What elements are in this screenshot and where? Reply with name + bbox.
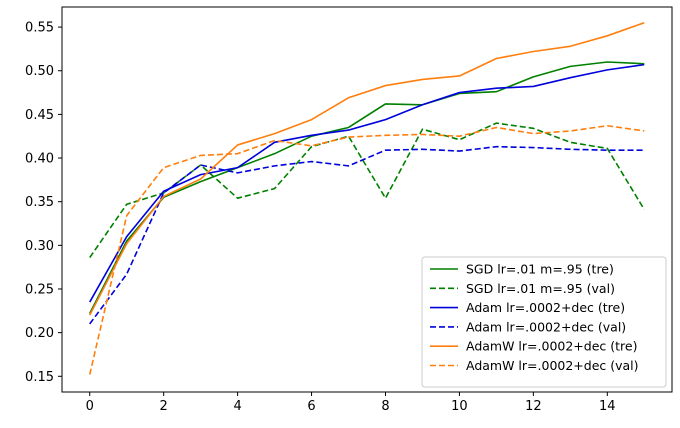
legend-label-3: Adam lr=.0002+dec (val) (466, 319, 626, 334)
y-tick-label: 0.35 (25, 195, 54, 210)
y-tick-label: 0.25 (25, 282, 54, 297)
legend-label-2: Adam lr=.0002+dec (tre) (466, 300, 625, 315)
x-tick-label: 0 (86, 399, 94, 414)
y-tick-label: 0.15 (25, 370, 54, 385)
y-tick-label: 0.40 (25, 152, 54, 167)
series-lines (88, 21, 645, 375)
y-tick-label: 0.50 (25, 64, 54, 79)
y-axis: 0.15 0.20 0.25 0.30 0.35 0.40 0.45 0.50 0.55 (25, 21, 62, 385)
x-tick-label: 8 (381, 399, 389, 414)
y-tick-label: 0.30 (25, 239, 54, 254)
x-tick-label: 10 (451, 399, 468, 414)
y-tick-label: 0.20 (25, 326, 54, 341)
series-line-4 (89, 21, 645, 316)
legend-label-0: SGD lr=.01 m=.95 (tre) (466, 262, 614, 277)
series-line-3 (89, 145, 645, 325)
legend: SGD lr=.01 m=.95 (tre) SGD lr=.01 m=.95 (… (421, 256, 667, 388)
x-tick-label: 2 (160, 399, 168, 414)
x-tick-label: 14 (599, 399, 616, 414)
series-line-1 (89, 122, 645, 259)
legend-label-4: AdamW lr=.0002+dec (tre) (466, 339, 637, 354)
legend-label-1: SGD lr=.01 m=.95 (val) (466, 281, 615, 296)
series-line-2 (89, 63, 645, 303)
x-tick-label: 6 (307, 399, 315, 414)
series-line-0 (89, 61, 645, 314)
series-line-5 (88, 124, 645, 375)
y-tick-label: 0.45 (25, 108, 54, 123)
y-tick-label: 0.55 (25, 21, 54, 36)
plot-frame (61, 6, 673, 393)
x-tick-label: 4 (233, 399, 241, 414)
legend-label-5: AdamW lr=.0002+dec (val) (466, 358, 639, 373)
legend-box (421, 256, 667, 388)
x-axis: 0 2 4 6 8 10 12 14 (86, 392, 616, 414)
x-tick-label: 12 (525, 399, 542, 414)
